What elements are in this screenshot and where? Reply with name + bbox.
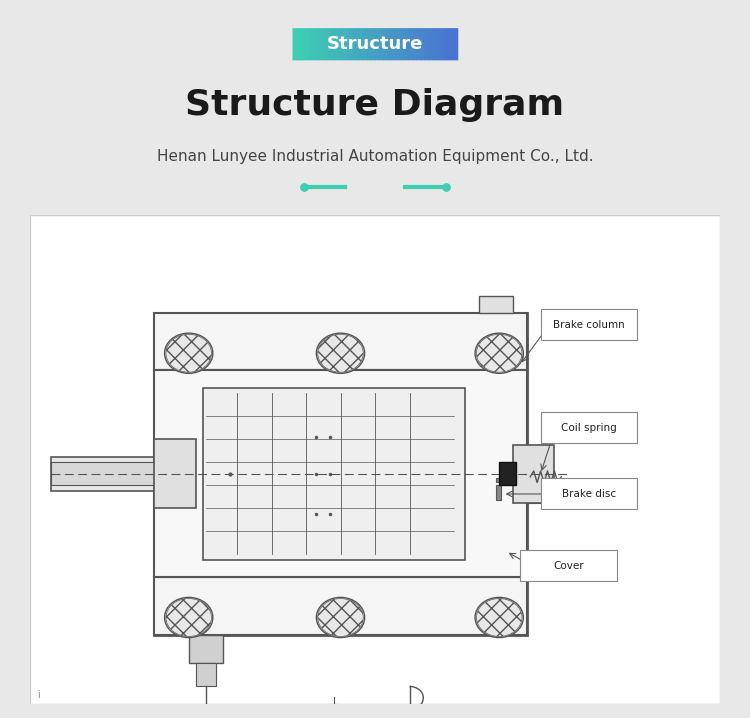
FancyBboxPatch shape (420, 28, 425, 60)
FancyBboxPatch shape (309, 28, 314, 60)
FancyBboxPatch shape (354, 28, 359, 60)
Bar (202, 388, 465, 560)
Bar (154, 313, 526, 370)
Text: Cover: Cover (553, 561, 584, 571)
FancyBboxPatch shape (317, 28, 322, 60)
FancyBboxPatch shape (416, 28, 422, 60)
Text: Structure Diagram: Structure Diagram (185, 88, 565, 121)
Bar (154, 577, 526, 635)
Bar (51, 457, 154, 491)
Bar (189, 635, 224, 663)
FancyBboxPatch shape (30, 215, 720, 704)
Text: Henan Lunyee Industrial Automation Equipment Co., Ltd.: Henan Lunyee Industrial Automation Equip… (157, 149, 593, 164)
FancyBboxPatch shape (292, 28, 297, 60)
Text: i: i (37, 690, 40, 700)
Bar (154, 370, 526, 577)
FancyBboxPatch shape (520, 550, 616, 582)
Circle shape (164, 333, 213, 373)
FancyBboxPatch shape (408, 28, 413, 60)
Bar (496, 485, 501, 500)
FancyBboxPatch shape (541, 478, 638, 510)
Circle shape (475, 333, 524, 373)
FancyBboxPatch shape (342, 28, 346, 60)
FancyBboxPatch shape (396, 28, 400, 60)
FancyBboxPatch shape (304, 28, 310, 60)
FancyBboxPatch shape (383, 28, 388, 60)
FancyBboxPatch shape (453, 28, 458, 60)
FancyBboxPatch shape (321, 28, 326, 60)
FancyBboxPatch shape (387, 28, 392, 60)
FancyBboxPatch shape (446, 28, 450, 60)
FancyBboxPatch shape (429, 28, 433, 60)
Bar (513, 445, 554, 503)
Bar (51, 462, 154, 485)
FancyBboxPatch shape (350, 28, 355, 60)
Text: Structure: Structure (327, 35, 423, 53)
Bar (154, 439, 196, 508)
FancyBboxPatch shape (400, 28, 405, 60)
FancyBboxPatch shape (326, 28, 330, 60)
FancyBboxPatch shape (541, 412, 638, 444)
FancyBboxPatch shape (375, 28, 380, 60)
Bar (478, 296, 513, 313)
FancyBboxPatch shape (330, 28, 334, 60)
Circle shape (316, 597, 364, 638)
FancyBboxPatch shape (296, 28, 302, 60)
FancyBboxPatch shape (392, 28, 396, 60)
FancyBboxPatch shape (380, 28, 384, 60)
Bar (496, 478, 501, 482)
FancyBboxPatch shape (541, 309, 638, 340)
FancyBboxPatch shape (404, 28, 409, 60)
FancyBboxPatch shape (338, 28, 343, 60)
Bar (196, 663, 216, 686)
Bar (251, 709, 313, 718)
FancyBboxPatch shape (424, 28, 429, 60)
Text: Coil spring: Coil spring (561, 423, 616, 433)
Bar (517, 477, 551, 503)
Bar (158, 451, 196, 482)
FancyBboxPatch shape (436, 28, 442, 60)
Bar (154, 313, 526, 635)
FancyBboxPatch shape (370, 28, 376, 60)
FancyBboxPatch shape (301, 28, 306, 60)
Text: Brake disc: Brake disc (562, 489, 616, 499)
Circle shape (475, 597, 524, 638)
FancyBboxPatch shape (413, 28, 417, 60)
Circle shape (164, 597, 213, 638)
FancyBboxPatch shape (367, 28, 372, 60)
Bar (500, 462, 517, 485)
FancyBboxPatch shape (358, 28, 364, 60)
Bar (158, 477, 196, 508)
FancyBboxPatch shape (441, 28, 446, 60)
Text: Brake column: Brake column (553, 320, 625, 330)
FancyBboxPatch shape (334, 28, 339, 60)
Bar (517, 451, 551, 477)
FancyBboxPatch shape (314, 28, 318, 60)
FancyBboxPatch shape (346, 28, 351, 60)
FancyBboxPatch shape (363, 28, 368, 60)
FancyBboxPatch shape (433, 28, 437, 60)
Circle shape (316, 333, 364, 373)
FancyBboxPatch shape (449, 28, 454, 60)
